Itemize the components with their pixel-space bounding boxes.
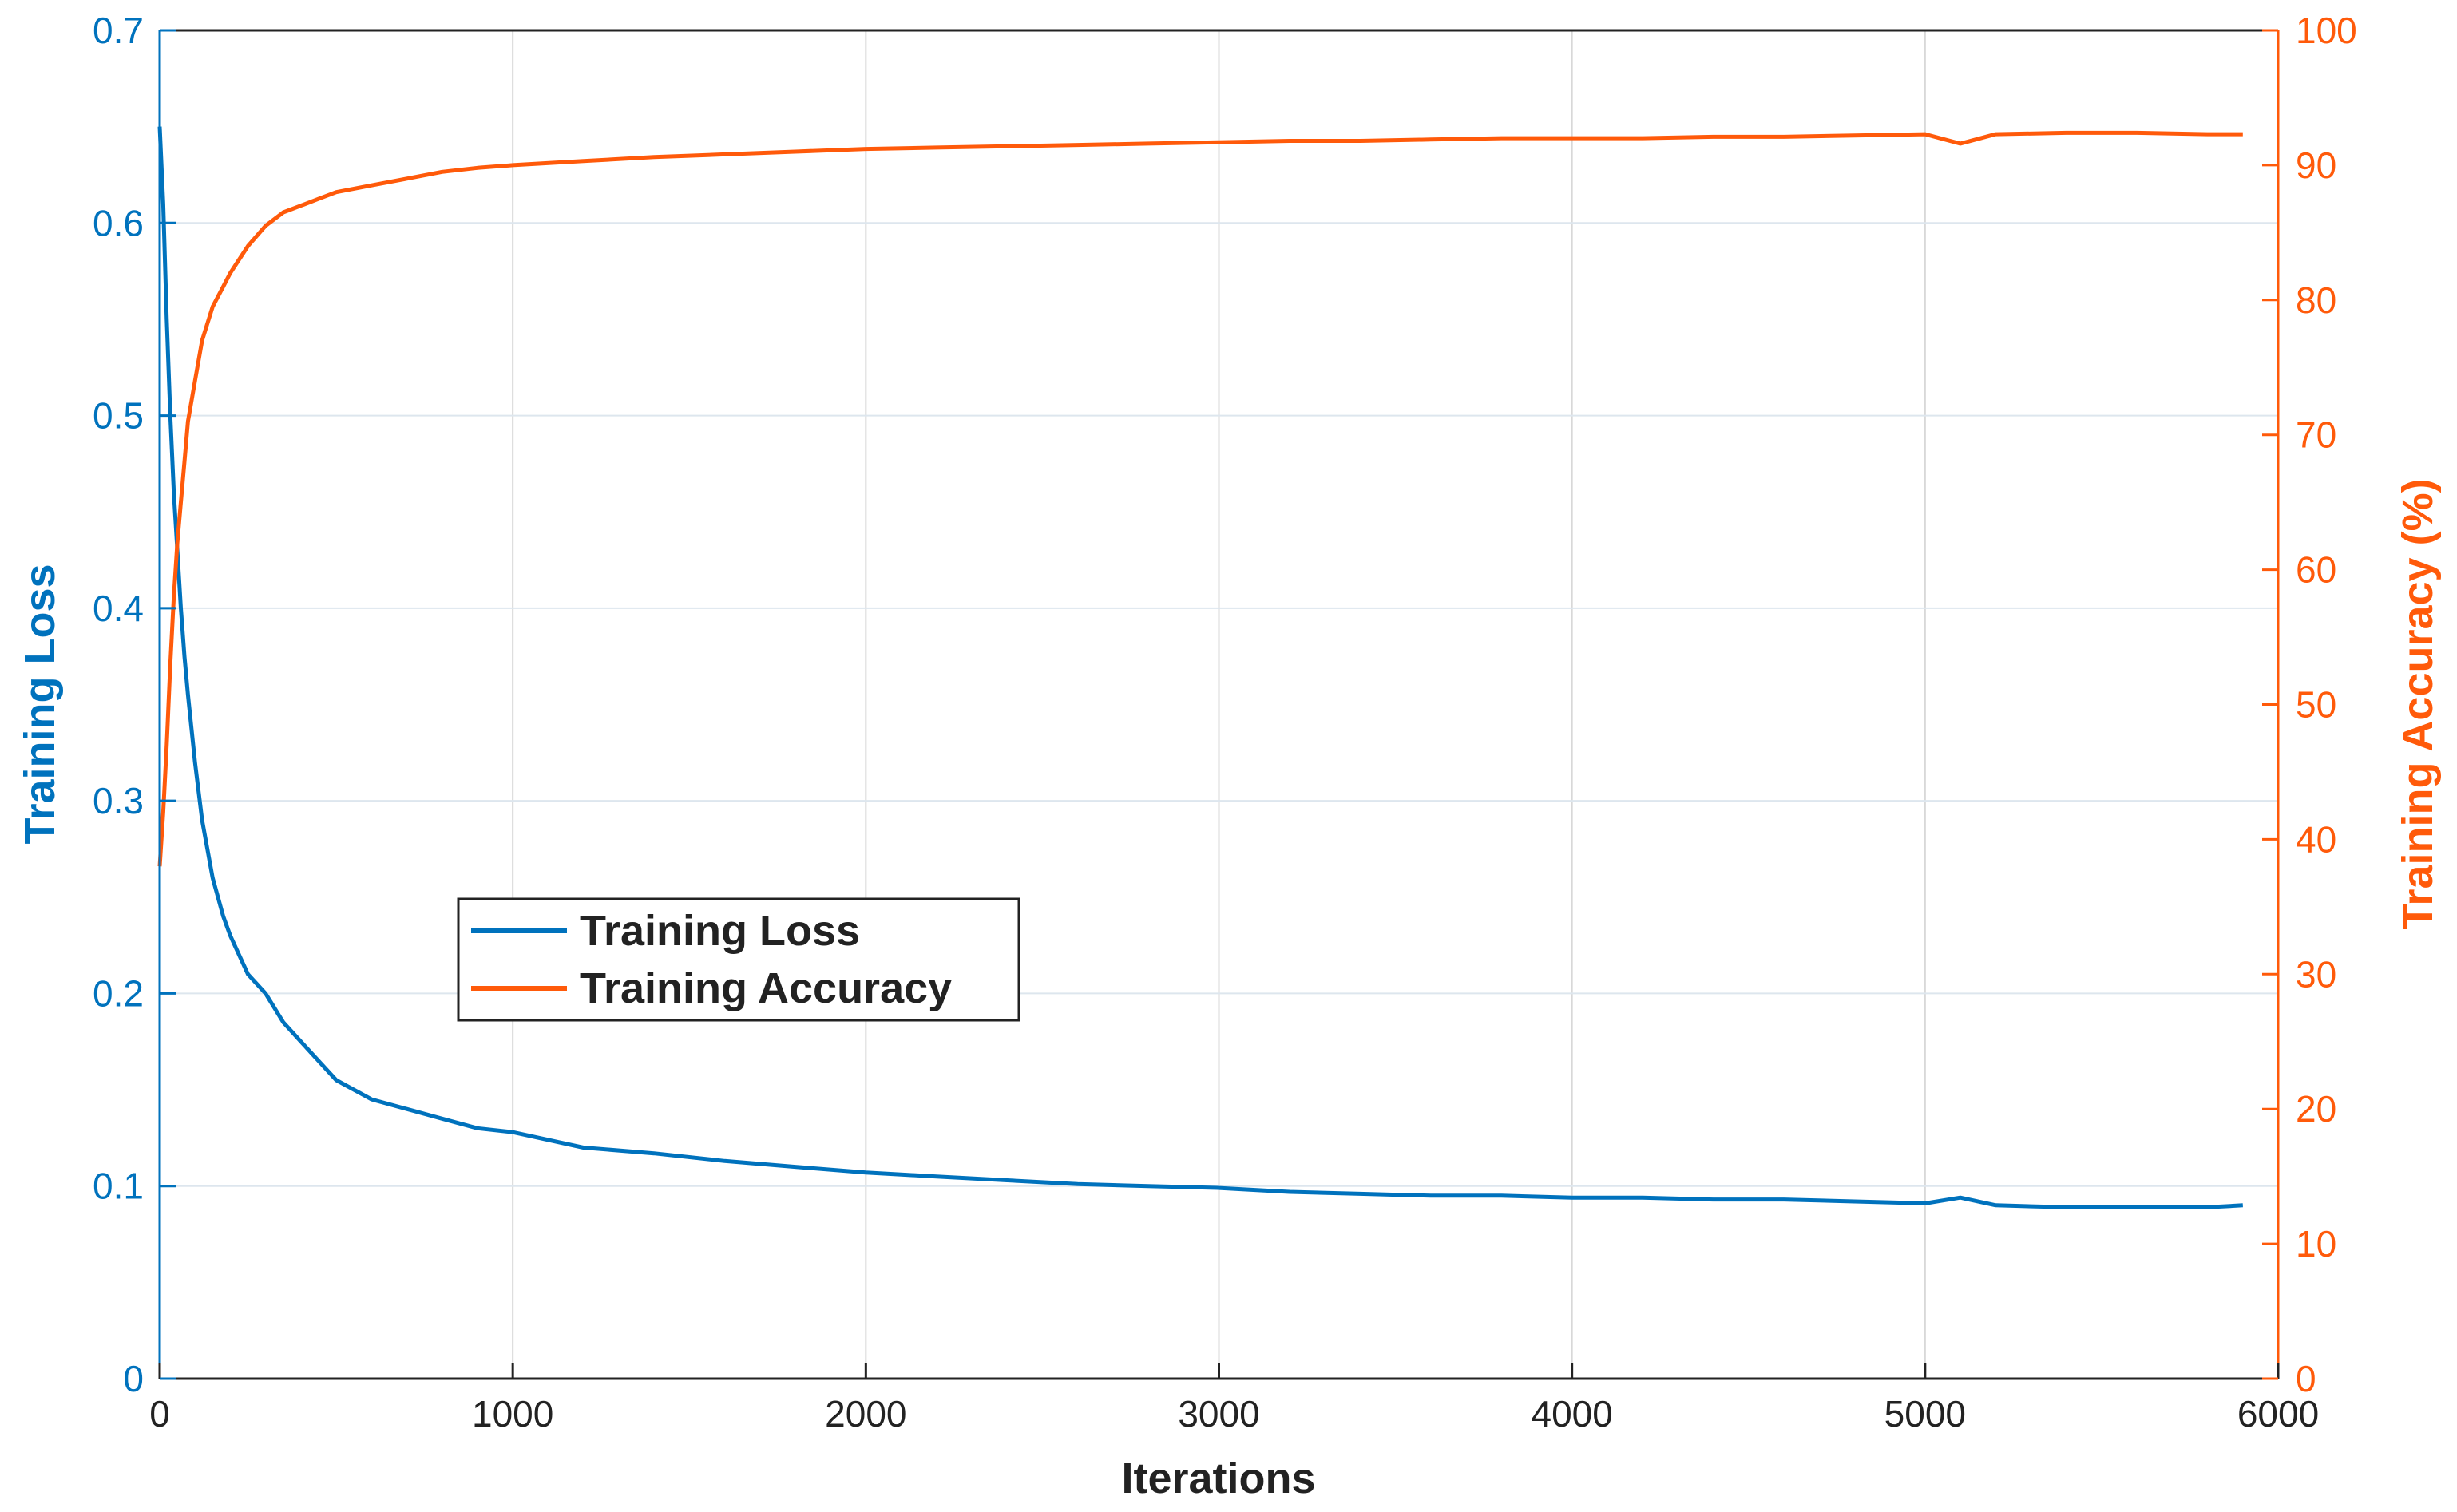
y-left-tick-label: 0.6 <box>93 202 144 243</box>
y-right-tick-label: 60 <box>2296 549 2336 591</box>
y-left-tick-label: 0.4 <box>93 588 144 629</box>
y-right-tick-label: 90 <box>2296 144 2336 186</box>
y-left-axis-title: Training Loss <box>16 564 64 844</box>
y-left-tick-label: 0 <box>123 1358 144 1399</box>
y-left-tick-label: 0.1 <box>93 1166 144 1207</box>
x-tick-label: 6000 <box>2237 1393 2319 1435</box>
legend-box <box>457 897 1020 1022</box>
y-left-tick-label: 0.2 <box>93 972 144 1014</box>
y-right-tick-label: 70 <box>2296 414 2336 456</box>
ticks: 0 1000 2000 3000 4000 5000 600000.10.20.30.40.… <box>93 10 2357 1435</box>
x-tick-label: 1000 <box>472 1393 553 1435</box>
x-tick-label: 4000 <box>1531 1393 1612 1435</box>
y-left-tick-label: 0.7 <box>93 10 144 51</box>
series-line-training-loss <box>157 126 2243 1209</box>
y-right-tick-label: 100 <box>2296 10 2357 51</box>
series-layer <box>157 126 2243 1209</box>
x-tick-label: 3000 <box>1178 1393 1259 1435</box>
y-right-tick-label: 30 <box>2296 953 2336 995</box>
legend-label-accuracy: Training Accuracy <box>580 964 952 1012</box>
y-right-tick-label: 80 <box>2296 279 2336 321</box>
legend-label-loss: Training Loss <box>580 907 860 955</box>
x-axis-title: Iterations <box>1121 1455 1315 1502</box>
y-right-tick-label: 0 <box>2296 1358 2316 1399</box>
y-right-tick-label: 40 <box>2296 818 2336 860</box>
y-right-tick-label: 20 <box>2296 1088 2336 1130</box>
y-right-tick-label: 50 <box>2296 684 2336 726</box>
legend: Training Loss Training Accuracy <box>457 897 1020 1022</box>
y-left-tick-label: 0.5 <box>93 395 144 437</box>
y-right-tick-label: 10 <box>2296 1223 2336 1265</box>
x-tick-label: 2000 <box>825 1393 906 1435</box>
y-right-axis-title: Training Accuracy (%) <box>2394 478 2442 929</box>
x-tick-label: 5000 <box>1884 1393 1966 1435</box>
x-tick-label: 0 <box>149 1393 170 1435</box>
y-left-tick-label: 0.3 <box>93 780 144 821</box>
series-line-training-accuracy <box>157 130 2243 867</box>
